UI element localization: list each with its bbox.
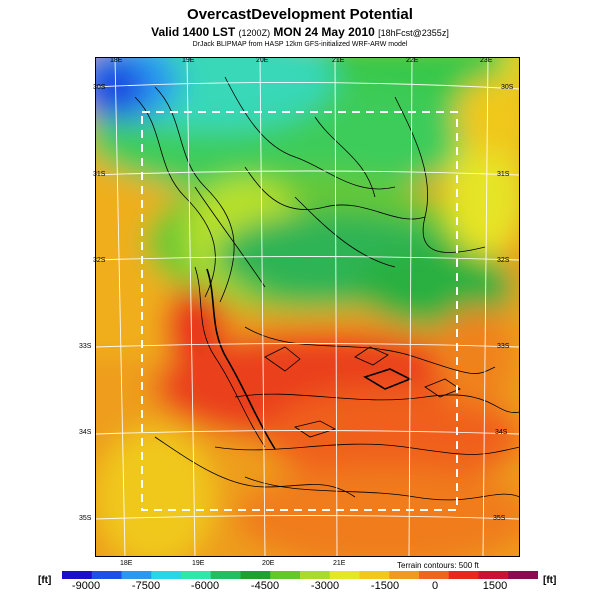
colorbar-swatch: [270, 571, 301, 579]
colorbar-swatch: [419, 571, 450, 579]
forecast-map: [95, 57, 520, 557]
colorbar-tick: -6000: [190, 580, 220, 592]
lat-label: 30S: [501, 84, 514, 91]
colorbar-swatch: [240, 571, 271, 579]
valid-date: MON 24 May 2010: [273, 25, 375, 39]
lat-label: 33S: [497, 343, 510, 350]
terrain-contour-note: Terrain contours: 500 ft: [397, 561, 479, 570]
colorbar-swatch: [181, 571, 212, 579]
colorbar-tick: -7500: [131, 580, 161, 592]
colorbar-tick: -4500: [250, 580, 280, 592]
valid-zulu: (1200Z): [238, 28, 271, 38]
lat-label: 35S: [79, 515, 92, 522]
colorbar-swatch: [508, 571, 538, 579]
lon-label: 19E: [192, 560, 205, 567]
valid-prefix: Valid 1400 LST: [151, 25, 236, 39]
lon-label: 21E: [332, 57, 345, 64]
colorbar-swatch: [151, 571, 182, 579]
lon-label: 21E: [333, 560, 346, 567]
lat-label: 34S: [79, 429, 92, 436]
colorbar-unit-left: [ft]: [38, 575, 52, 586]
lon-label: 20E: [256, 57, 269, 64]
colorbar-tick: -1500: [370, 580, 400, 592]
lat-label: 33S: [79, 343, 92, 350]
lon-label: 23E: [480, 57, 493, 64]
inner-domain-box: [141, 111, 458, 511]
colorbar-swatch: [359, 571, 390, 579]
lon-label: 20E: [262, 560, 275, 567]
colorbar-tick: -3000: [310, 580, 340, 592]
forecast-info: [18hFcst@2355z]: [378, 28, 449, 38]
lat-label: 30S: [93, 84, 106, 91]
colorbar: [62, 571, 538, 579]
lat-label: 31S: [93, 171, 106, 178]
lat-label: 35S: [493, 515, 506, 522]
od-potential-field: [95, 57, 520, 557]
lat-label: 32S: [497, 257, 510, 264]
terrain-contours: [134, 76, 520, 501]
lat-label: 32S: [93, 257, 106, 264]
lat-label: 31S: [497, 171, 510, 178]
lat-label: 34S: [495, 429, 508, 436]
colorbar-swatch: [210, 571, 241, 579]
colorbar-unit-right: [ft]: [543, 575, 557, 586]
valid-time-line: Valid 1400 LST (1200Z) MON 24 May 2010 […: [0, 25, 600, 39]
lon-label: 18E: [120, 560, 133, 567]
colorbar-tick: 1500: [482, 580, 508, 592]
lon-label: 18E: [110, 57, 123, 64]
lat-lon-grid: [95, 57, 520, 557]
colorbar-swatch: [329, 571, 360, 579]
lon-label: 22E: [406, 57, 419, 64]
map-frame: [95, 57, 520, 557]
colorbar-swatch: [389, 571, 420, 579]
colorbar-swatch: [448, 571, 479, 579]
lon-label: 19E: [182, 57, 195, 64]
colorbar-swatch: [91, 571, 122, 579]
colorbar-tick: 0: [431, 580, 439, 592]
colorbar-swatch: [62, 571, 93, 579]
colorbar-swatch: [478, 571, 509, 579]
map-title: OvercastDevelopment Potential: [187, 6, 413, 23]
colorbar-swatch: [121, 571, 152, 579]
colorbar-swatch: [300, 571, 331, 579]
colorbar-tick: -9000: [71, 580, 101, 592]
model-credit: DrJack BLIPMAP from HASP 12km GFS-initia…: [192, 41, 408, 48]
